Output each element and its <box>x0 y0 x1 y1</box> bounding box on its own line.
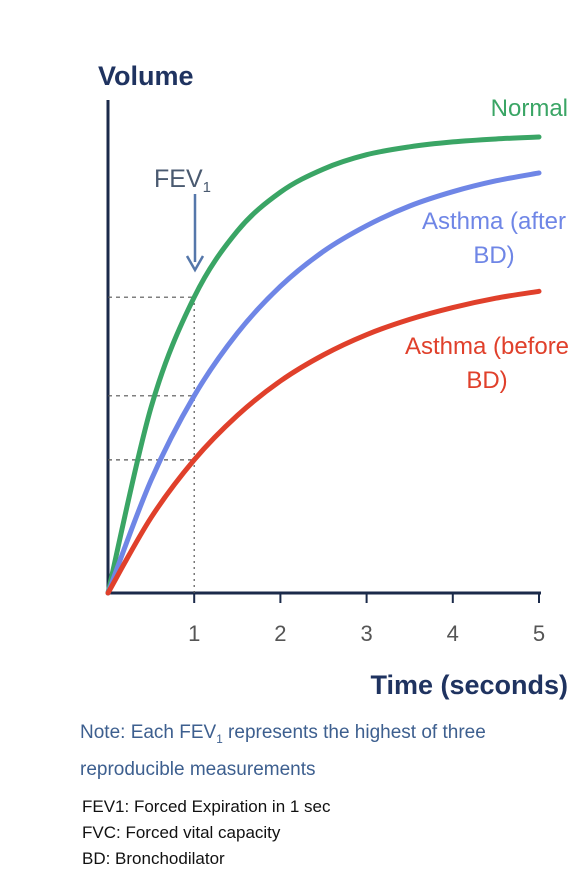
series-line <box>105 170 542 596</box>
annotation: FEV1 <box>154 165 211 196</box>
arrow-head <box>185 255 205 273</box>
series-line <box>105 134 542 596</box>
footnotes: FEV1: Forced Expiration in 1 sec FVC: Fo… <box>82 794 331 872</box>
x-tick-label: 3 <box>360 621 372 646</box>
note-text: represents the highest of three reproduc… <box>80 722 486 780</box>
x-tick-label: 2 <box>274 621 286 646</box>
footnote: FEV1: Forced Expiration in 1 sec <box>82 797 331 816</box>
x-axis-label: Time (seconds) <box>370 670 568 700</box>
annotation-subscript: 1 <box>203 179 211 196</box>
footnote: FVC: Forced vital capacity <box>82 823 281 842</box>
note-subscript: 1 <box>216 732 223 746</box>
legend-label: Asthma (before BD) <box>404 333 570 394</box>
x-tick-label: 5 <box>533 621 545 646</box>
x-tick-label: 4 <box>447 621 459 646</box>
legend-label: Asthma (after BD) <box>421 208 567 269</box>
x-tick-label: 1 <box>188 621 200 646</box>
footnote: BD: Bronchodilator <box>82 849 225 868</box>
series-line <box>105 288 542 596</box>
legend-label: Normal <box>490 95 568 122</box>
y-axis-label: Volume <box>98 61 194 91</box>
annotation-text: FEV <box>154 165 203 193</box>
note: Note: Each FEV1 represents the highest o… <box>80 718 570 785</box>
note-text: Note: Each FEV <box>80 722 217 743</box>
